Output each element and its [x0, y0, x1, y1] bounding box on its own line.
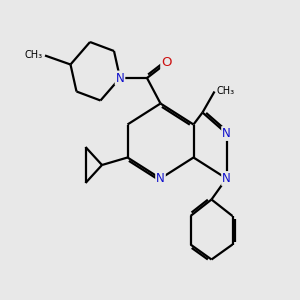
Text: O: O [161, 56, 172, 70]
Text: N: N [222, 172, 231, 185]
Text: CH₃: CH₃ [217, 86, 235, 97]
Text: CH₃: CH₃ [25, 50, 43, 61]
Text: N: N [222, 127, 231, 140]
Text: N: N [156, 172, 165, 185]
Text: N: N [116, 71, 124, 85]
